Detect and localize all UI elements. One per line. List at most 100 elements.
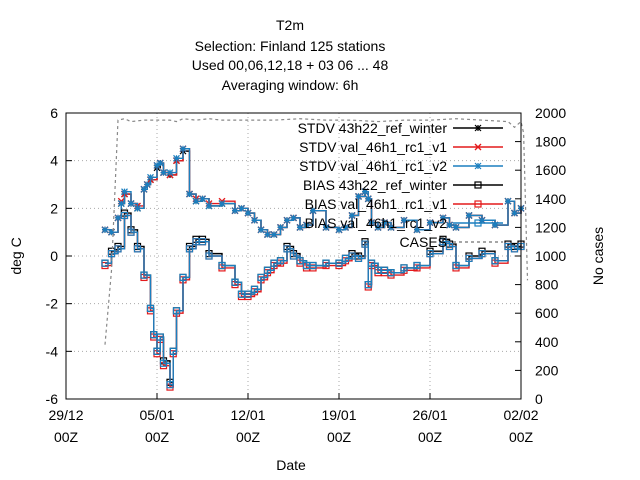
data-point (283, 245, 291, 253)
x-tick-label-hour: 00Z (54, 429, 79, 445)
y-tick-label: -2 (46, 296, 59, 312)
data-point (474, 124, 482, 132)
data-point (179, 145, 187, 153)
data-point (160, 169, 167, 177)
data-point (348, 212, 356, 219)
data-point (264, 231, 271, 238)
data-point (355, 192, 362, 200)
x-tick-label-hour: 00Z (509, 429, 534, 445)
data-point (257, 226, 265, 234)
y-tick-label: 6 (50, 105, 58, 121)
data-point (367, 259, 376, 267)
data-point (143, 181, 151, 188)
x-tick-label: 26/01 (412, 407, 447, 423)
chart-subtitle-window: Averaging window: 6h (222, 77, 359, 93)
chart-subtitle-used: Used 00,06,12,18 + 03 06 ... 48 (192, 57, 389, 73)
x-axis-label: Date (276, 457, 306, 473)
data-point (446, 221, 453, 229)
data-point (478, 250, 486, 258)
data-point (387, 269, 395, 277)
y-tick-label: -4 (46, 343, 59, 359)
data-point (426, 250, 434, 258)
data-point (309, 261, 317, 270)
data-point (263, 266, 272, 274)
y2-tick-label: 200 (535, 362, 559, 378)
x-tick-label: 19/01 (321, 407, 356, 423)
data-point (511, 209, 518, 217)
legend-label: BIAS val_46h1_rc1_v2 (305, 215, 448, 231)
data-point (335, 259, 343, 267)
y2-tick-label: 0 (535, 391, 543, 407)
y2-tick-label: 400 (535, 334, 559, 350)
data-point (218, 200, 226, 207)
data-point (218, 261, 226, 270)
data-point (257, 273, 265, 282)
series-5 (101, 211, 525, 389)
data-point (387, 223, 395, 231)
data-point (474, 143, 482, 151)
data-point (147, 173, 154, 181)
data-point (361, 188, 369, 196)
legend-label: BIAS 43h22_ref_winter (303, 177, 447, 193)
data-point (169, 347, 177, 355)
data-point (368, 219, 375, 227)
data-point (289, 252, 298, 260)
data-point (361, 240, 369, 248)
data-point (166, 381, 174, 389)
data-point (413, 226, 421, 234)
legend-label: STDV val_46h1_rc1_v1 (299, 139, 447, 155)
y2-tick-label: 1400 (535, 191, 566, 207)
chart-title-block: T2m Selection: Finland 125 stations Used… (192, 17, 389, 93)
x-tick-label-hour: 00Z (418, 429, 443, 445)
data-point (173, 154, 180, 162)
data-point (172, 307, 181, 315)
data-point (354, 254, 363, 262)
data-point (153, 347, 161, 355)
data-point (192, 197, 200, 205)
data-point (108, 228, 115, 236)
data-point (276, 257, 285, 265)
data-point (270, 231, 278, 238)
data-point (296, 223, 304, 231)
data-point (159, 359, 168, 367)
x-tick-label-hour: 00Z (236, 429, 261, 445)
data-point (465, 254, 473, 262)
chart-title: T2m (276, 17, 304, 33)
data-point (342, 223, 349, 231)
data-point (117, 200, 125, 207)
x-tick-label: 05/01 (139, 407, 174, 423)
legend-label: STDV val_46h1_rc1_v2 (299, 158, 447, 174)
x-tick-label-hour: 00Z (327, 429, 352, 445)
data-point (199, 195, 206, 203)
data-point (244, 209, 252, 217)
data-point (381, 219, 388, 227)
chart-subtitle-selection: Selection: Finland 125 stations (195, 38, 386, 54)
data-point (140, 185, 148, 193)
data-point (114, 214, 122, 222)
data-point (439, 238, 447, 246)
data-point (186, 190, 193, 198)
data-point (439, 214, 447, 222)
y2-tick-label: 1800 (535, 134, 566, 150)
data-point (491, 257, 499, 265)
y-axis-label: deg C (8, 237, 24, 274)
data-point (127, 200, 135, 207)
data-point (374, 223, 382, 231)
y2-tick-label: 1200 (535, 219, 566, 235)
data-point (474, 200, 482, 208)
y-tick-label: 0 (50, 248, 58, 264)
data-point (251, 216, 258, 224)
data-point (296, 257, 304, 265)
data-point (478, 216, 486, 224)
data-point (322, 223, 330, 231)
data-point (133, 245, 142, 253)
y-tick-label: 2 (50, 200, 58, 216)
data-point (452, 223, 460, 231)
data-point (101, 259, 109, 267)
series-line (104, 118, 529, 345)
data-point (400, 264, 408, 272)
x-tick-label: 29/12 (48, 407, 83, 423)
y-tick-label: 4 (50, 153, 58, 169)
